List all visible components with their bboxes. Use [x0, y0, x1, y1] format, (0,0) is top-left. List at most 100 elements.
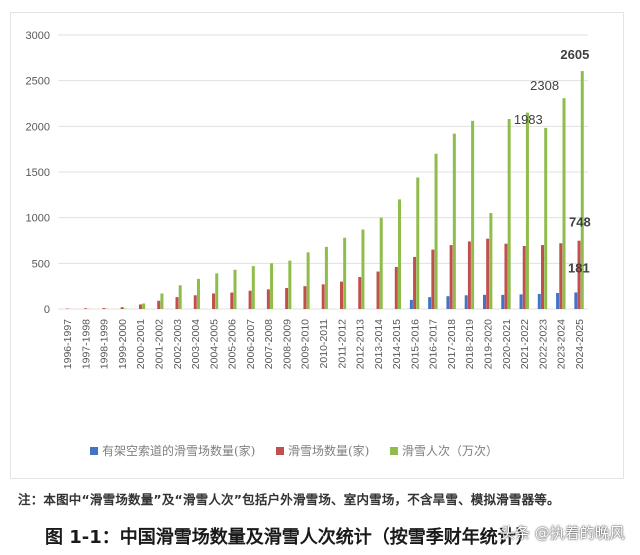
y-tick-label: 3000 [26, 30, 50, 42]
legend-label: 滑雪人次（万次） [402, 444, 498, 458]
bar [157, 300, 161, 309]
bar [559, 243, 563, 309]
bar [467, 241, 471, 309]
x-tick-label: 2019-2020 [482, 319, 494, 369]
bar [398, 199, 402, 309]
bar [428, 297, 432, 309]
bar [556, 293, 560, 309]
bar [358, 277, 362, 309]
bar [580, 71, 584, 310]
bar [178, 285, 182, 309]
bar [306, 252, 310, 309]
x-tick-label: 2016-2017 [428, 319, 440, 369]
bar [544, 127, 548, 309]
bar [138, 304, 142, 309]
y-tick-label: 500 [32, 258, 50, 270]
x-tick-label: 2006-2007 [245, 319, 257, 369]
data-label: 2605 [560, 47, 589, 62]
bar [160, 293, 164, 309]
bar [339, 281, 343, 309]
y-tick-label: 1000 [26, 213, 50, 225]
x-tick-label: 2011-2012 [336, 319, 348, 369]
bar [376, 271, 380, 309]
x-tick-label: 2020-2021 [501, 319, 513, 369]
y-tick-label: 0 [44, 304, 50, 316]
bar [324, 246, 328, 309]
x-tick-label: 1996-1997 [62, 319, 74, 369]
bar [142, 303, 146, 309]
bar [409, 299, 413, 309]
watermark: 头条 @执着的晚风 [500, 524, 625, 542]
x-tick-label: 2002-2003 [172, 319, 184, 369]
bar [464, 295, 468, 309]
data-label: 748 [569, 215, 591, 230]
x-tick-label: 2024-2025 [574, 319, 586, 369]
bar [321, 284, 325, 309]
bar [416, 177, 420, 309]
bar [303, 286, 307, 309]
bar [471, 120, 475, 309]
bar [361, 229, 365, 309]
bar [394, 266, 398, 309]
x-tick-label: 2018-2019 [464, 319, 476, 369]
x-tick-label: 2014-2015 [391, 319, 403, 369]
x-tick-label: 2000-2001 [135, 319, 147, 369]
x-tick-label: 2007-2008 [263, 319, 275, 369]
data-label: 2308 [530, 78, 559, 93]
x-tick-label: 2013-2014 [373, 319, 385, 369]
x-tick-label: 2012-2013 [355, 319, 367, 369]
bar [251, 266, 255, 309]
x-tick-label: 2023-2024 [556, 319, 568, 369]
bar [248, 290, 252, 309]
bar [482, 294, 486, 309]
bar [522, 245, 526, 309]
bar [446, 296, 450, 309]
y-tick-label: 2500 [26, 76, 50, 88]
bar [504, 243, 508, 309]
bar [507, 119, 511, 309]
bar [486, 238, 490, 309]
bar [212, 293, 216, 309]
bar [525, 112, 529, 309]
legend-label: 滑雪场数量(家) [288, 443, 369, 458]
x-tick-label: 2009-2010 [300, 319, 312, 369]
chart-frame [10, 12, 624, 479]
data-label: 181 [568, 260, 590, 275]
bar [285, 287, 289, 309]
x-tick-label: 1998-1999 [99, 319, 111, 369]
bar [196, 278, 200, 309]
bar [577, 240, 581, 309]
bar [434, 153, 438, 309]
x-tick-label: 2010-2011 [318, 319, 330, 369]
bar [193, 295, 197, 309]
bar [489, 213, 493, 309]
bar [230, 292, 234, 309]
y-tick-label: 1500 [26, 167, 50, 179]
x-tick-label: 2005-2006 [227, 319, 239, 369]
x-tick-label: 2004-2005 [208, 319, 220, 369]
legend-label: 有架空索道的滑雪场数量(家) [102, 443, 255, 458]
bar [379, 217, 383, 309]
bar [413, 256, 417, 309]
bar [449, 245, 453, 309]
x-tick-label: 1999-2000 [117, 319, 129, 369]
bar [452, 133, 456, 309]
x-tick-label: 1997-1998 [80, 319, 92, 369]
x-tick-label: 2001-2002 [154, 319, 166, 369]
bar [175, 297, 179, 309]
bar [431, 249, 435, 309]
x-tick-label: 2017-2018 [446, 319, 458, 369]
bar [501, 294, 505, 309]
bar [84, 308, 88, 309]
bar [270, 263, 274, 309]
bar [215, 273, 219, 309]
bar [574, 292, 578, 309]
bar [102, 308, 106, 309]
legend-swatch [390, 447, 398, 455]
bar [562, 98, 566, 309]
x-tick-label: 2022-2023 [537, 319, 549, 369]
bar [343, 237, 347, 309]
x-tick-label: 2021-2022 [519, 319, 531, 369]
bar [120, 307, 124, 309]
bar [233, 269, 237, 309]
